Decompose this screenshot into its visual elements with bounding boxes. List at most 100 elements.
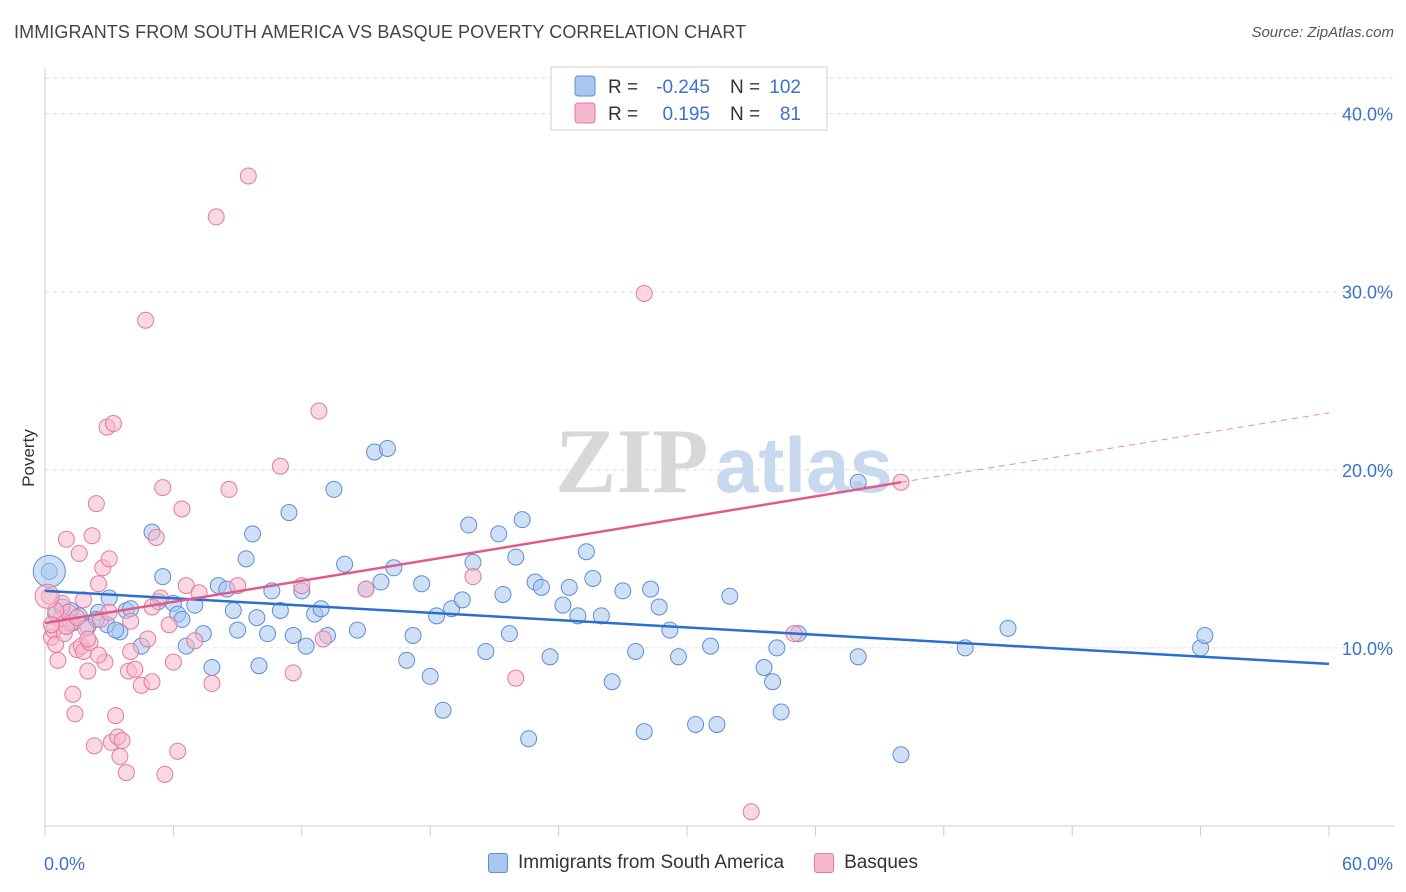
point-basques <box>107 707 125 725</box>
trend-layer <box>44 412 1330 666</box>
trend-line-basques <box>44 481 902 625</box>
point-basques <box>154 479 172 497</box>
y-axis-label: Poverty <box>19 429 38 487</box>
point-immigrants <box>464 553 482 571</box>
point-immigrants <box>661 621 679 639</box>
point-immigrants <box>413 575 431 593</box>
legend-swatch-pink <box>574 102 596 124</box>
legend-box: R = -0.245 N = 102 R = 0.195 N = 81 <box>550 66 828 131</box>
legend-n-label-2: N = <box>730 104 760 125</box>
point-basques <box>239 167 257 185</box>
chart-title: IMMIGRANTS FROM SOUTH AMERICA VS BASQUE … <box>14 22 747 42</box>
point-immigrants <box>764 673 782 691</box>
point-immigrants <box>577 543 595 561</box>
point-basques <box>66 705 84 723</box>
point-immigrants <box>348 621 366 639</box>
point-immigrants <box>421 667 439 685</box>
point-basques <box>147 528 165 546</box>
point-immigrants <box>284 626 302 644</box>
point-basques <box>314 630 332 648</box>
point-basques <box>635 284 653 302</box>
point-immigrants <box>532 578 550 596</box>
point-immigrants <box>398 651 416 669</box>
point-basques <box>90 646 107 664</box>
point-immigrants <box>627 642 645 660</box>
point-immigrants <box>154 568 172 586</box>
point-immigrants <box>224 602 242 620</box>
legend-n-value-2: 81 <box>780 104 801 125</box>
point-basques <box>122 612 140 630</box>
point-immigrants <box>494 585 512 603</box>
point-immigrants <box>520 730 538 748</box>
point-basques <box>117 764 135 782</box>
legend-n-value-1: 102 <box>769 77 801 98</box>
legend-r-label-1: R = <box>608 77 638 98</box>
trend-line-basques-extension <box>900 412 1330 483</box>
point-basques <box>85 737 103 755</box>
point-immigrants <box>259 625 277 643</box>
point-basques <box>357 580 375 598</box>
point-immigrants <box>584 569 602 587</box>
point-immigrants <box>755 658 773 676</box>
point-basques <box>113 732 131 750</box>
point-immigrants <box>687 715 705 733</box>
point-immigrants <box>642 580 660 598</box>
point-basques <box>173 500 191 518</box>
point-basques <box>139 630 157 648</box>
point-immigrants <box>453 591 471 609</box>
point-basques <box>126 660 144 678</box>
point-immigrants <box>336 555 354 573</box>
point-immigrants <box>768 639 786 657</box>
point-immigrants <box>404 626 422 644</box>
point-immigrants <box>434 701 452 719</box>
point-immigrants <box>325 480 343 498</box>
point-immigrants <box>849 648 867 666</box>
point-immigrants <box>772 703 790 721</box>
point-immigrants <box>428 607 446 625</box>
legend-item-immigrants: Immigrants from South America <box>487 852 784 874</box>
point-basques <box>111 748 129 766</box>
point-immigrants <box>248 609 266 627</box>
x-tick-label: 60.0% <box>1342 854 1393 874</box>
x-tick-label: 0.0% <box>44 854 85 874</box>
points-layer <box>32 167 1214 821</box>
source-label: Source: ZipAtlas.com <box>1251 24 1394 41</box>
point-basques <box>57 530 75 548</box>
point-basques <box>220 480 238 498</box>
point-immigrants <box>250 657 268 675</box>
point-immigrants <box>297 637 315 655</box>
point-immigrants <box>635 723 653 741</box>
point-immigrants <box>1196 626 1214 644</box>
point-immigrants <box>244 525 262 543</box>
trend-line-immigrants <box>44 589 1330 666</box>
point-basques <box>156 765 174 783</box>
point-basques <box>100 550 118 568</box>
point-basques <box>464 568 482 586</box>
point-immigrants <box>721 587 739 605</box>
legend-item-basques: Basques <box>814 852 918 874</box>
legend-n-label-1: N = <box>730 77 760 98</box>
point-basques <box>104 415 122 433</box>
point-immigrants <box>708 715 726 733</box>
point-immigrants <box>100 589 118 607</box>
point-immigrants-large <box>32 554 66 588</box>
point-basques <box>742 803 760 821</box>
point-basques <box>207 208 225 226</box>
legend-swatch-basques <box>814 853 835 873</box>
point-immigrants <box>107 621 125 639</box>
legend-swatch-blue <box>574 75 596 97</box>
point-basques <box>203 675 221 693</box>
point-basques <box>64 685 82 703</box>
point-basques <box>271 457 289 475</box>
point-immigrants <box>271 602 289 620</box>
point-basques <box>70 545 88 563</box>
point-basques <box>49 651 67 669</box>
point-immigrants <box>280 504 298 522</box>
point-immigrants <box>554 596 572 614</box>
point-immigrants <box>460 516 478 534</box>
legend-label-basques: Basques <box>844 852 919 873</box>
point-immigrants <box>507 548 525 566</box>
watermark-atlas: atlas <box>715 421 893 509</box>
y-tick-label: 20.0% <box>1342 461 1393 481</box>
